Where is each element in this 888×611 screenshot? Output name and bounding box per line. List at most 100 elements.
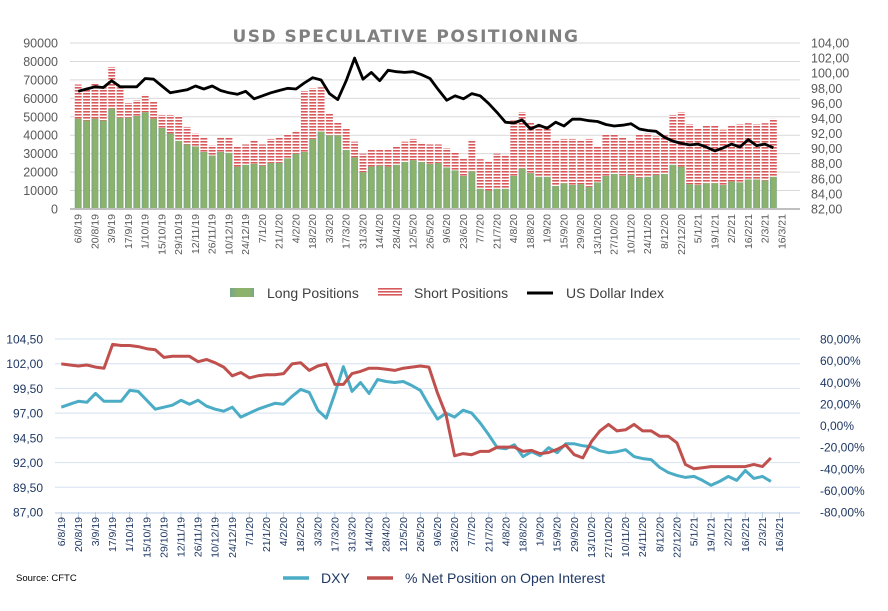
short-bar xyxy=(275,137,283,163)
x-tick-label: 10/11/20 xyxy=(620,517,632,557)
short-bar xyxy=(577,139,585,185)
short-bar xyxy=(694,128,702,186)
net-position-line xyxy=(61,342,772,471)
short-bar xyxy=(150,102,158,119)
long-bar xyxy=(476,188,484,209)
y-tick-label: 20000 xyxy=(23,166,58,180)
long-bar xyxy=(83,120,90,209)
long-bar xyxy=(208,155,216,209)
long-bar xyxy=(602,175,610,209)
x-tick-label: 12/11/19 xyxy=(190,214,202,254)
short-bar xyxy=(434,144,442,163)
long-bar xyxy=(351,157,359,209)
x-tick-label: 29/10/19 xyxy=(158,517,170,558)
long-bar xyxy=(493,188,501,209)
x-tick-label: 7/7/20 xyxy=(475,214,487,243)
long-bar xyxy=(376,165,384,209)
long-bar xyxy=(552,185,560,209)
x-tick-label: 5/1/21 xyxy=(688,517,700,546)
short-bar xyxy=(141,94,149,113)
long-bar xyxy=(694,185,702,209)
long-bar xyxy=(610,173,618,209)
x-tick-label: 3/3/20 xyxy=(324,214,336,243)
y-tick-label: 97,00 xyxy=(13,407,43,421)
short-bar xyxy=(610,134,618,174)
legend-item-dollar-index: US Dollar Index xyxy=(527,285,664,301)
short-bar xyxy=(225,137,233,153)
long-bar xyxy=(292,153,300,209)
top-x-axis-ticks: 6/8/19 20/8/19 3/9/19 17/9/19 1/10/19 15/10/1… xyxy=(73,214,789,255)
long-bar xyxy=(434,162,442,209)
short-bar xyxy=(208,145,216,156)
short-bar xyxy=(686,124,694,185)
short-bar xyxy=(468,139,476,172)
long-bar xyxy=(769,176,777,209)
y2-tick-label: 94,00 xyxy=(811,112,842,126)
short-bar xyxy=(317,87,325,132)
short-bar xyxy=(493,153,501,189)
long-bar xyxy=(326,135,333,209)
long-bar xyxy=(217,151,225,209)
y-tick-label: 102,00 xyxy=(6,357,43,371)
short-bar xyxy=(342,127,350,150)
short-bar xyxy=(133,100,141,116)
short-bar xyxy=(376,149,384,166)
short-bar xyxy=(116,87,124,118)
x-tick-label: 4/2/20 xyxy=(290,214,302,243)
y-tick-label: 30000 xyxy=(23,147,58,161)
long-bar xyxy=(367,166,375,209)
long-bar xyxy=(359,172,367,209)
long-bar xyxy=(116,117,124,209)
x-tick-label: 9/6/20 xyxy=(441,214,453,243)
x-tick-label: 12/5/20 xyxy=(408,214,420,249)
short-bar xyxy=(543,126,551,177)
long-bar xyxy=(150,118,158,209)
bottom-x-axis-ticks: 6/8/19 20/8/19 3/9/19 17/9/19 1/10/19 15/10/1… xyxy=(56,517,786,558)
long-bar xyxy=(761,180,769,209)
y-tick-label: 50000 xyxy=(23,110,58,124)
x-tick-label: 7/7/20 xyxy=(466,517,478,546)
short-bar xyxy=(736,124,744,183)
dxy-line xyxy=(60,365,772,487)
y-tick-label: 99,50 xyxy=(13,382,43,396)
x-tick-label: 13/10/20 xyxy=(586,517,598,558)
short-bar xyxy=(568,138,576,186)
x-tick-label: 19/1/21 xyxy=(706,517,718,552)
x-tick-label: 24/12/19 xyxy=(227,517,239,558)
x-tick-label: 12/5/20 xyxy=(398,517,410,552)
x-tick-label: 10/11/20 xyxy=(625,214,637,254)
short-bar xyxy=(326,113,333,136)
x-tick-label: 20/8/19 xyxy=(73,517,85,552)
top-chart: USD SPECULATIVE POSITIONING 0 10000 20000 3… xyxy=(23,27,849,301)
long-bar xyxy=(702,183,710,209)
short-bar xyxy=(753,124,761,180)
short-bar xyxy=(166,114,174,134)
y2-tick-label: 92,00 xyxy=(811,127,842,141)
y-tick-label: 89,50 xyxy=(13,481,43,495)
chart-title: USD SPECULATIVE POSITIONING xyxy=(232,27,579,47)
short-bar xyxy=(527,122,534,174)
short-bar xyxy=(242,144,250,165)
x-tick-label: 1/10/19 xyxy=(124,517,136,552)
long-bar xyxy=(728,181,735,209)
bottom-right-axis-ticks: -80,00% -60,00% -40,00% -20,00% 0,00% 20,00% 4… xyxy=(820,333,865,520)
short-bar xyxy=(309,88,317,139)
short-bar xyxy=(602,134,610,176)
short-bar xyxy=(384,149,392,167)
x-tick-label: 28/4/20 xyxy=(391,214,403,249)
x-tick-label: 13/10/20 xyxy=(592,214,604,255)
legend-label-long: Long Positions xyxy=(267,285,359,301)
x-tick-label: 17/3/20 xyxy=(329,517,341,552)
x-tick-label: 15/9/20 xyxy=(552,517,564,552)
x-tick-label: 5/1/21 xyxy=(693,214,705,243)
x-tick-label: 21/7/20 xyxy=(483,517,495,552)
long-bar xyxy=(460,175,467,209)
short-bar xyxy=(367,149,375,167)
long-bar xyxy=(183,144,191,209)
source-note: Source: CFTC xyxy=(16,573,77,584)
x-tick-label: 24/11/20 xyxy=(642,214,654,254)
short-bar xyxy=(233,146,241,167)
short-bar xyxy=(744,123,752,180)
x-tick-label: 15/10/19 xyxy=(156,214,168,255)
x-tick-label: 17/9/19 xyxy=(107,517,119,552)
